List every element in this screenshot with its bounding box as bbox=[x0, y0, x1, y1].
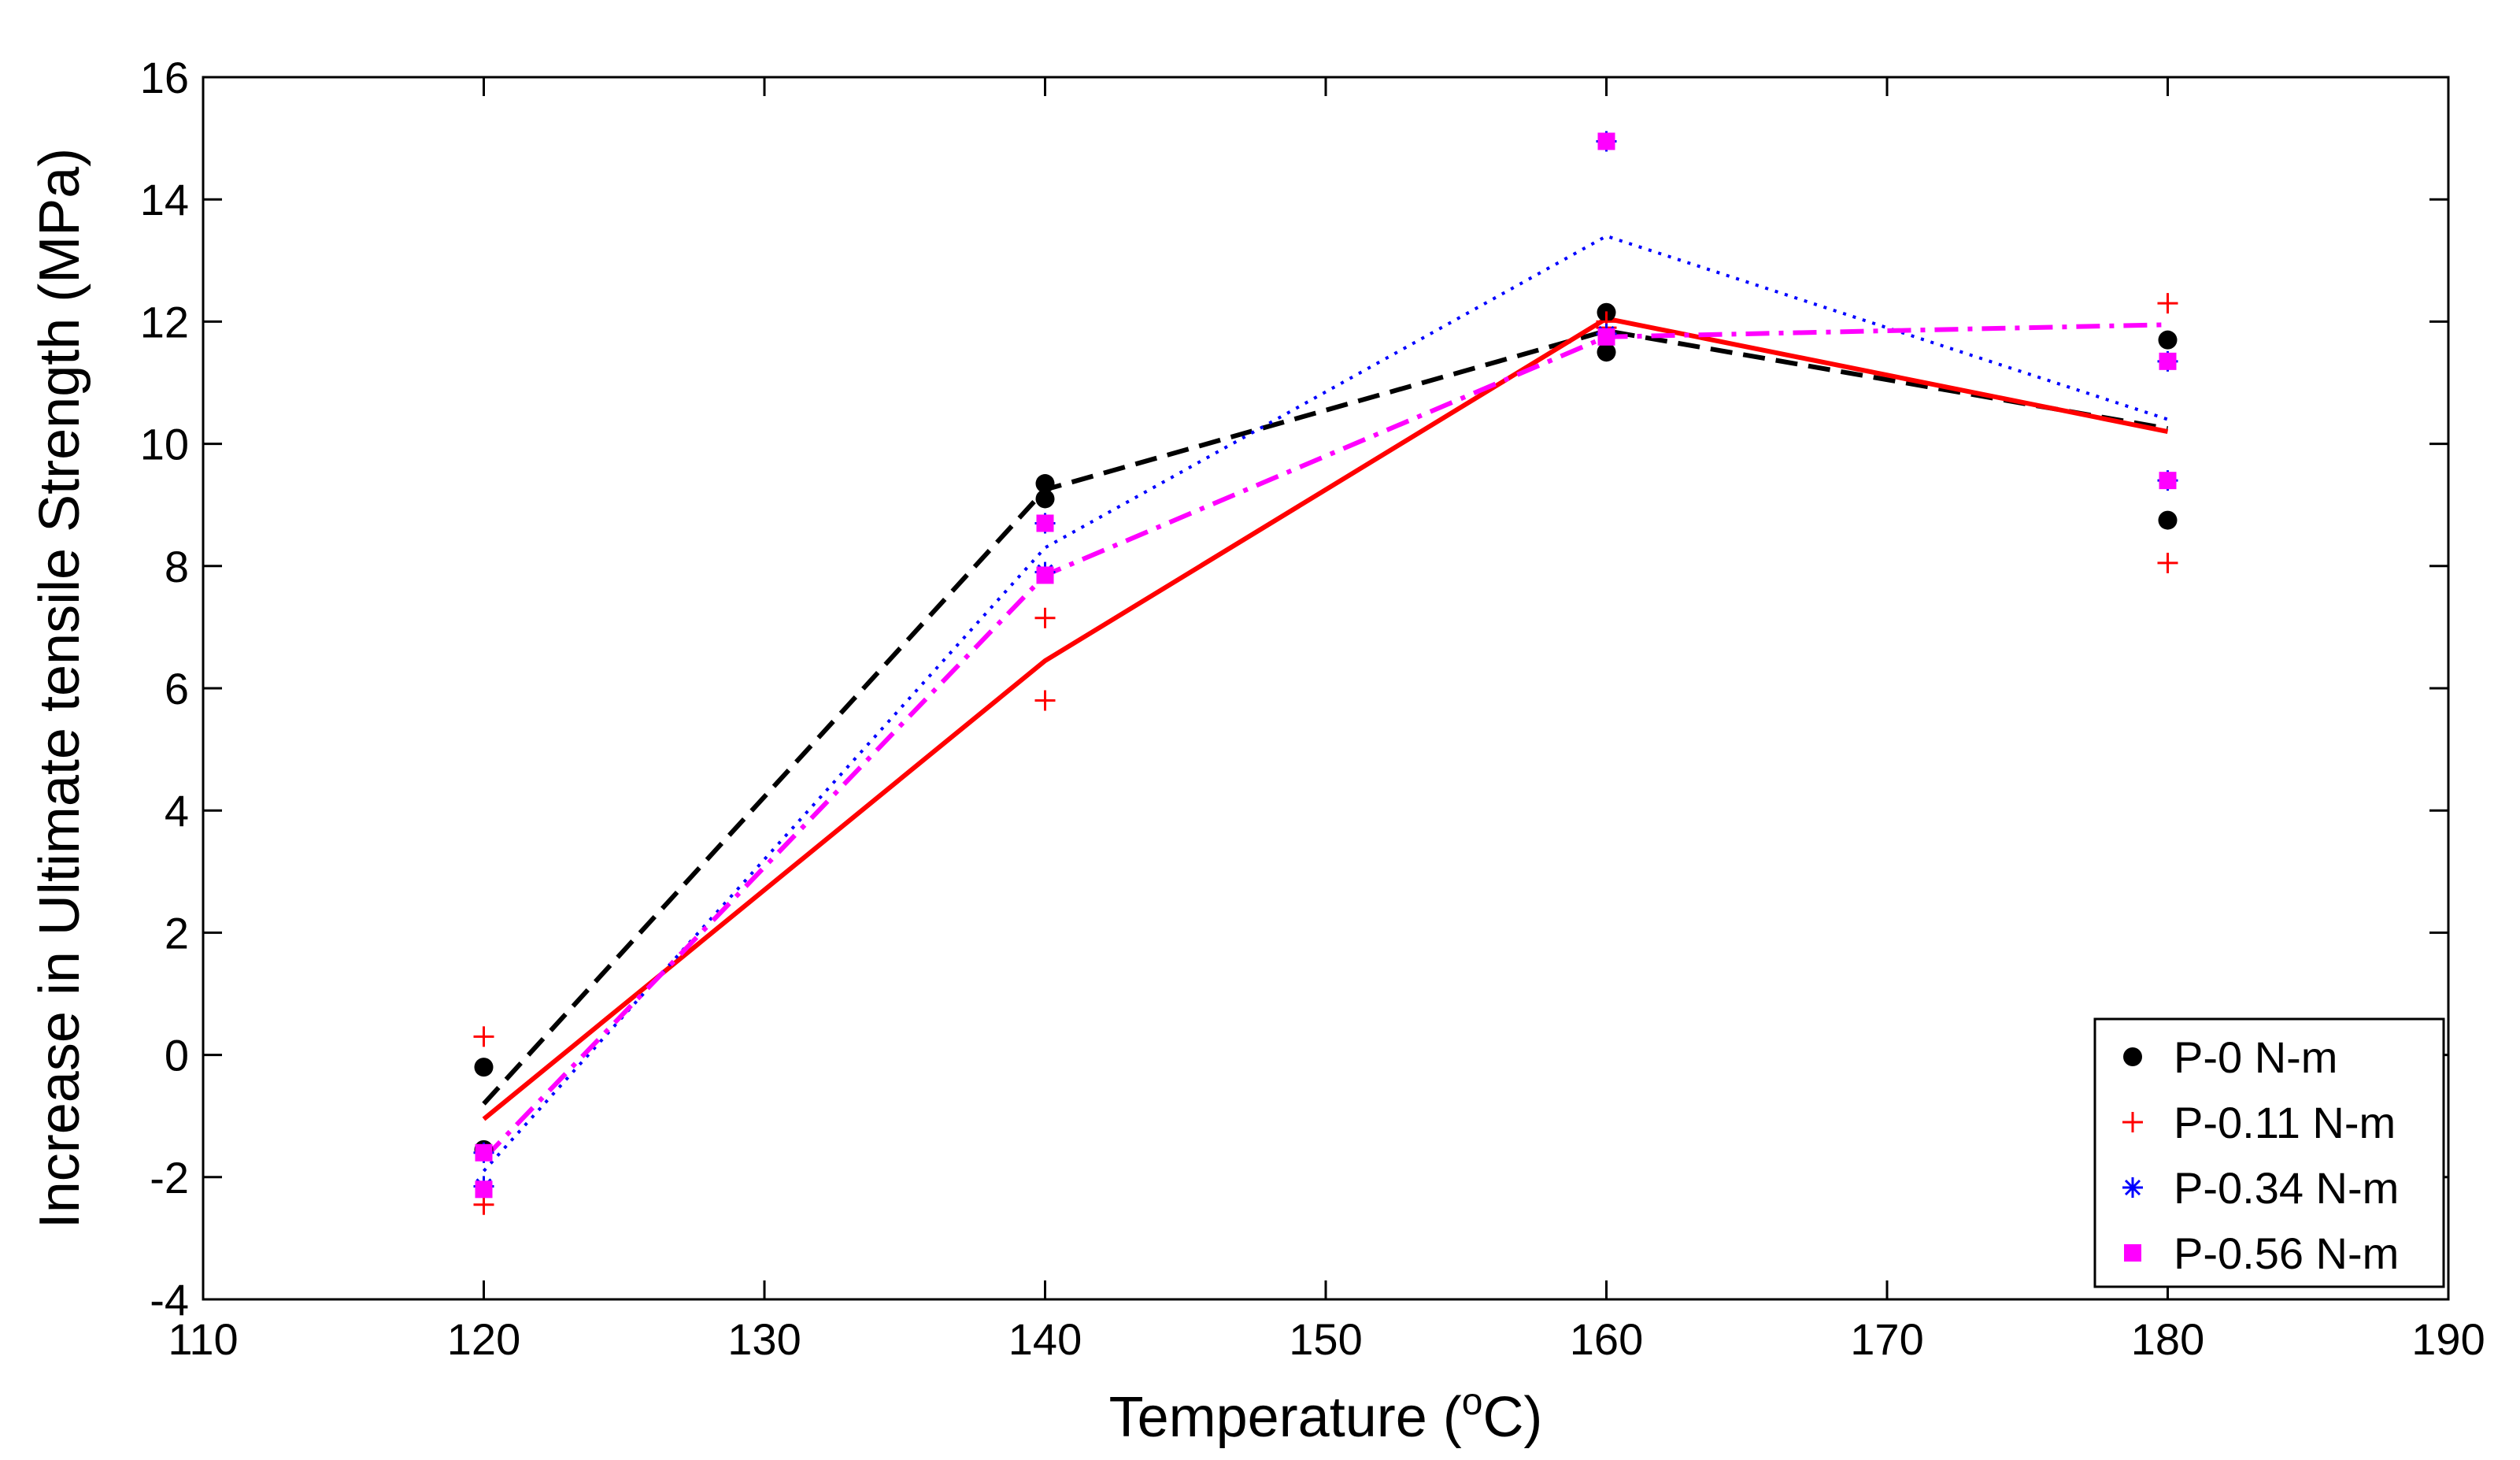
data-point-p-0-n-m bbox=[474, 1058, 494, 1077]
data-point-p-0-11-n-m bbox=[1034, 607, 1056, 628]
data-point-p-0-11-n-m bbox=[2157, 552, 2178, 573]
fit-line-p-0-11-n-m bbox=[482, 316, 2169, 1121]
legend-item-p-0-56-n-m: P-0.56 N-m bbox=[2124, 1228, 2399, 1278]
data-point-p-0-56-n-m bbox=[1036, 514, 1054, 532]
legend-label: P-0.34 N-m bbox=[2174, 1163, 2399, 1213]
y-axis-title: Increase in Ultimate tensile Strength (M… bbox=[28, 148, 91, 1229]
legend-label: P-0 N-m bbox=[2174, 1032, 2337, 1082]
x-axis-title-end: C) bbox=[1482, 1386, 1542, 1449]
data-point-p-0-56-n-m bbox=[1597, 132, 1615, 150]
y-tick-label: 8 bbox=[165, 542, 189, 591]
legend-marker bbox=[2124, 1244, 2141, 1262]
data-point-p-0-n-m bbox=[2158, 510, 2178, 530]
legend-marker bbox=[2123, 1047, 2142, 1066]
x-tick-label: 110 bbox=[168, 1314, 238, 1364]
data-point-p-0-56-n-m bbox=[1597, 328, 1615, 346]
data-point-p-0-56-n-m bbox=[475, 1143, 493, 1162]
y-tick-label: -2 bbox=[150, 1153, 189, 1202]
data-point-p-0-11-n-m bbox=[2157, 293, 2178, 314]
x-axis-title-main: Temperature ( bbox=[1109, 1386, 1462, 1449]
y-tick-label: 12 bbox=[140, 297, 189, 346]
data-point-p-0-n-m bbox=[1035, 474, 1055, 494]
data-point-p-0-n-m bbox=[1597, 343, 1616, 362]
x-axis-title: Temperature (oC) bbox=[1109, 1381, 1543, 1449]
data-point-p-0-n-m bbox=[2158, 330, 2178, 350]
y-tick-label: 0 bbox=[165, 1031, 189, 1080]
y-tick-label: 14 bbox=[140, 175, 189, 224]
x-axis-title-superscript: o bbox=[1462, 1381, 1483, 1423]
legend-label: P-0.11 N-m bbox=[2174, 1098, 2396, 1147]
legend-box bbox=[2093, 1017, 2445, 1288]
x-tick-label: 120 bbox=[447, 1314, 520, 1364]
x-tick-label: 190 bbox=[2411, 1314, 2485, 1364]
data-point-p-0-56-n-m bbox=[2159, 352, 2177, 370]
x-tick-label: 160 bbox=[1570, 1314, 1643, 1364]
x-tick-label: 130 bbox=[727, 1314, 801, 1364]
legend-marker bbox=[2122, 1112, 2143, 1132]
legend: P-0 N-m P-0.11 N-m P-0.34 N-m P-0.56 N-m bbox=[2093, 1017, 2445, 1288]
legend-label: P-0.56 N-m bbox=[2174, 1228, 2399, 1278]
x-tick-label: 150 bbox=[1289, 1314, 1362, 1364]
legend-item-p-0-11-n-m: P-0.11 N-m bbox=[2122, 1098, 2396, 1147]
data-points bbox=[473, 131, 2178, 1215]
legend-item-p-0-34-n-m: P-0.34 N-m bbox=[2122, 1163, 2399, 1213]
x-tick-label: 140 bbox=[1008, 1314, 1082, 1364]
x-tick-label: 170 bbox=[1850, 1314, 1923, 1364]
y-tick-label: 2 bbox=[165, 908, 189, 958]
x-tick-label: 180 bbox=[2131, 1314, 2204, 1364]
y-tick-label: 16 bbox=[140, 53, 189, 102]
y-tick-label: 10 bbox=[140, 420, 189, 469]
data-point-p-0-11-n-m bbox=[473, 1026, 494, 1047]
axis-ticks bbox=[202, 76, 2450, 1301]
data-point-p-0-56-n-m bbox=[1036, 566, 1054, 584]
data-point-p-0-n-m bbox=[1035, 489, 1055, 509]
tick-labels: 110 120 130 140 150 160 170 180 190 -4 -2 0 2 4 6 8 10 12… bbox=[140, 53, 2485, 1364]
legend-item-p-0-n-m: P-0 N-m bbox=[2123, 1032, 2337, 1082]
data-point-p-0-11-n-m bbox=[1034, 690, 1056, 711]
fit-lines bbox=[482, 234, 2169, 1173]
y-tick-label: -4 bbox=[150, 1275, 189, 1325]
legend-marker bbox=[2122, 1177, 2143, 1198]
data-point-p-0-56-n-m bbox=[475, 1180, 493, 1199]
data-point-p-0-56-n-m bbox=[2159, 472, 2177, 490]
y-tick-label: 6 bbox=[165, 664, 189, 713]
fit-line-p-0-n-m bbox=[482, 328, 2169, 1106]
y-tick-label: 4 bbox=[165, 786, 189, 836]
